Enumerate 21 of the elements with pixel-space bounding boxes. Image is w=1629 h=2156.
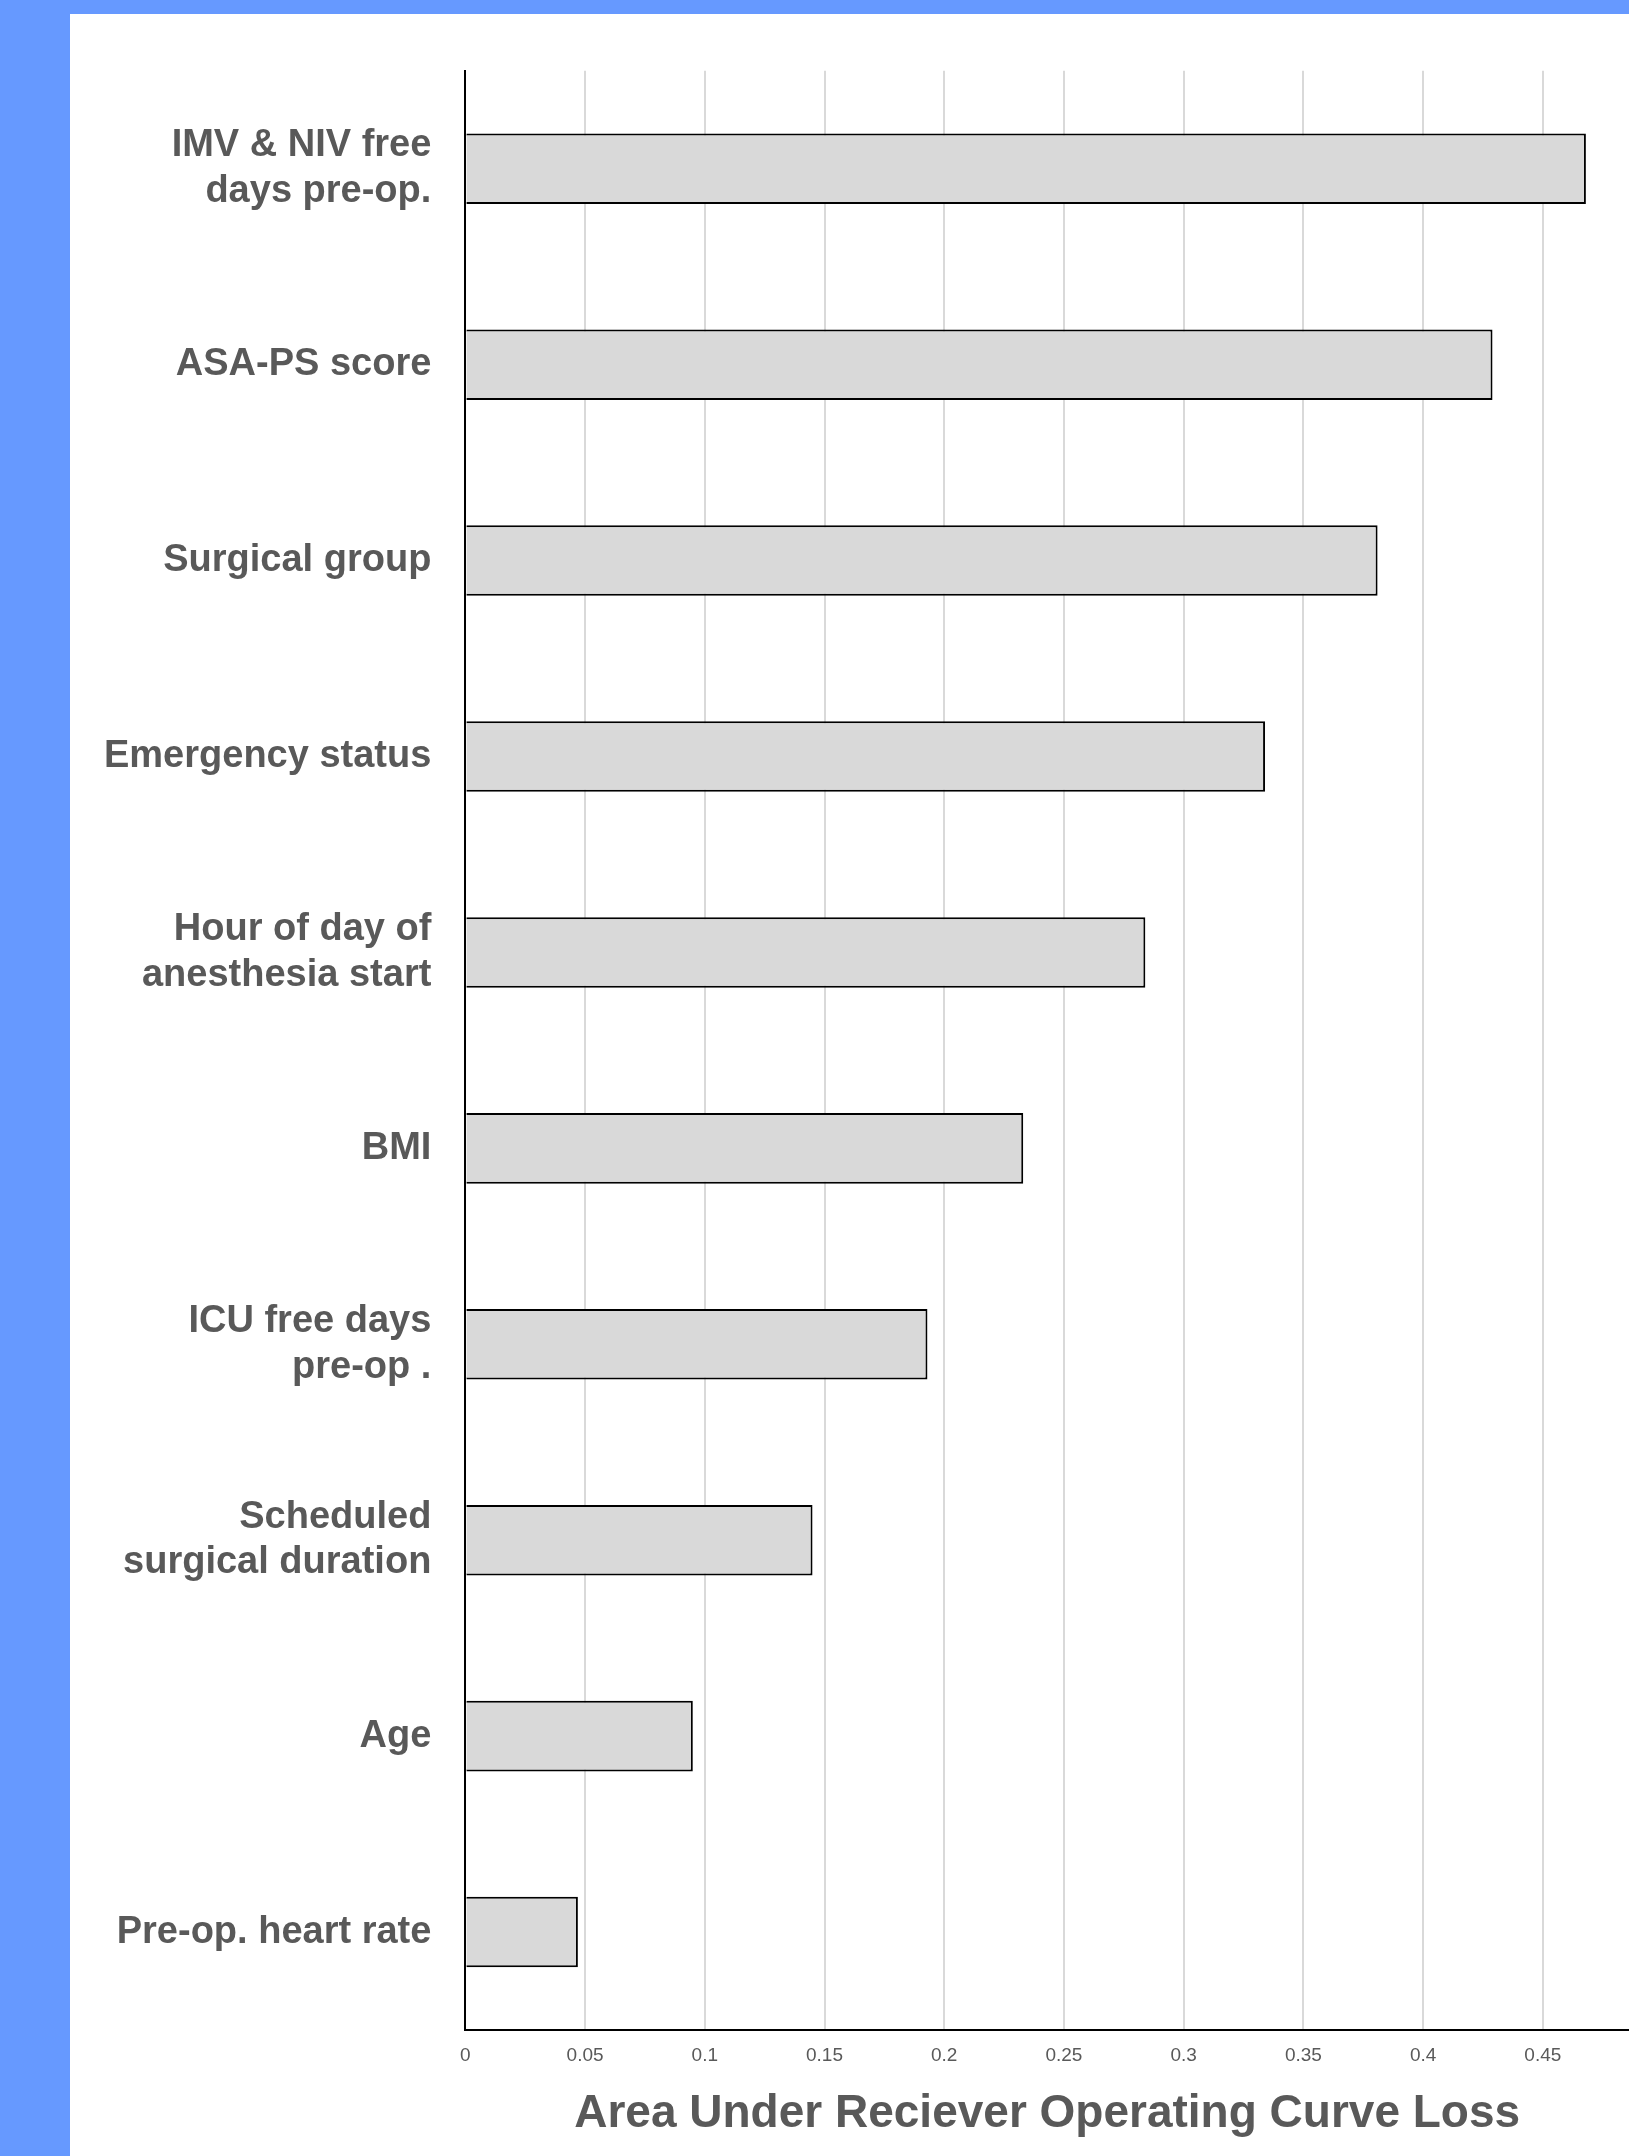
y-tick-label: ICU free days pre-op . [188, 1297, 432, 1386]
y-tick-label: Scheduled surgical duration [123, 1493, 432, 1582]
y-tick-label: ASA-PS score [175, 341, 432, 384]
y-tick-label: Emergency status [103, 733, 432, 775]
x-tick-label: 0.1 [691, 2043, 718, 2065]
x-tick-label: 0.2 [931, 2043, 958, 2065]
x-tick-label: 0.45 [1524, 2043, 1562, 2065]
y-tick-label: Hour of day of anesthesia start [141, 906, 432, 994]
y-tick-label: BMI [361, 1124, 432, 1167]
y-tick-label: IMV & NIV free days pre-op. [171, 122, 432, 211]
y-tick-label: Surgical group [163, 537, 432, 580]
y-tick-label: Pre-op. heart rate [116, 1908, 432, 1951]
x-tick-label: 0.35 [1284, 2043, 1322, 2065]
x-tick-label: 0.4 [1409, 2043, 1437, 2065]
x-tick-label: 0.15 [806, 2043, 843, 2065]
x-tick-label: 0.25 [1045, 2043, 1083, 2065]
x-tick-label: 0 [460, 2043, 471, 2065]
y-tick-label: Age [359, 1712, 432, 1755]
x-tick-label: 0.3 [1170, 2043, 1197, 2065]
x-axis-title: Area Under Reciever Operating Curve Loss [574, 2085, 1521, 2138]
x-tick-label: 0.05 [566, 2043, 604, 2065]
